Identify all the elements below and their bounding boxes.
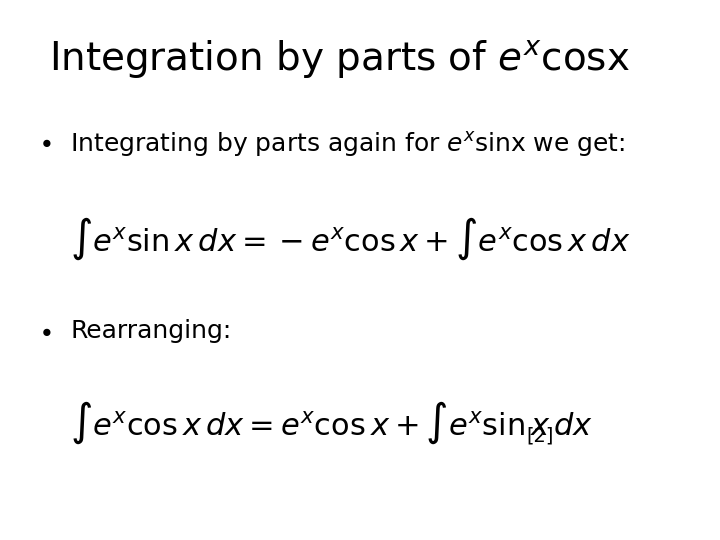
Text: Integrating by parts again for $e^x$sinx we get:: Integrating by parts again for $e^x$sinx… xyxy=(71,130,626,159)
Text: $\bullet$: $\bullet$ xyxy=(37,130,51,153)
Text: Rearranging:: Rearranging: xyxy=(71,319,232,342)
Text: [2]: [2] xyxy=(526,427,554,446)
Text: $\int e^x \sin x\,dx = -e^x \cos x + \int e^x \cos x\,dx$: $\int e^x \sin x\,dx = -e^x \cos x + \in… xyxy=(71,216,631,262)
Text: $\bullet$: $\bullet$ xyxy=(37,319,51,342)
Text: Integration by parts of $e^x$cosx: Integration by parts of $e^x$cosx xyxy=(49,38,630,80)
Text: $\int e^x \cos x\,dx = e^x \cos x + \int e^x \sin x\,dx$: $\int e^x \cos x\,dx = e^x \cos x + \int… xyxy=(71,400,593,446)
